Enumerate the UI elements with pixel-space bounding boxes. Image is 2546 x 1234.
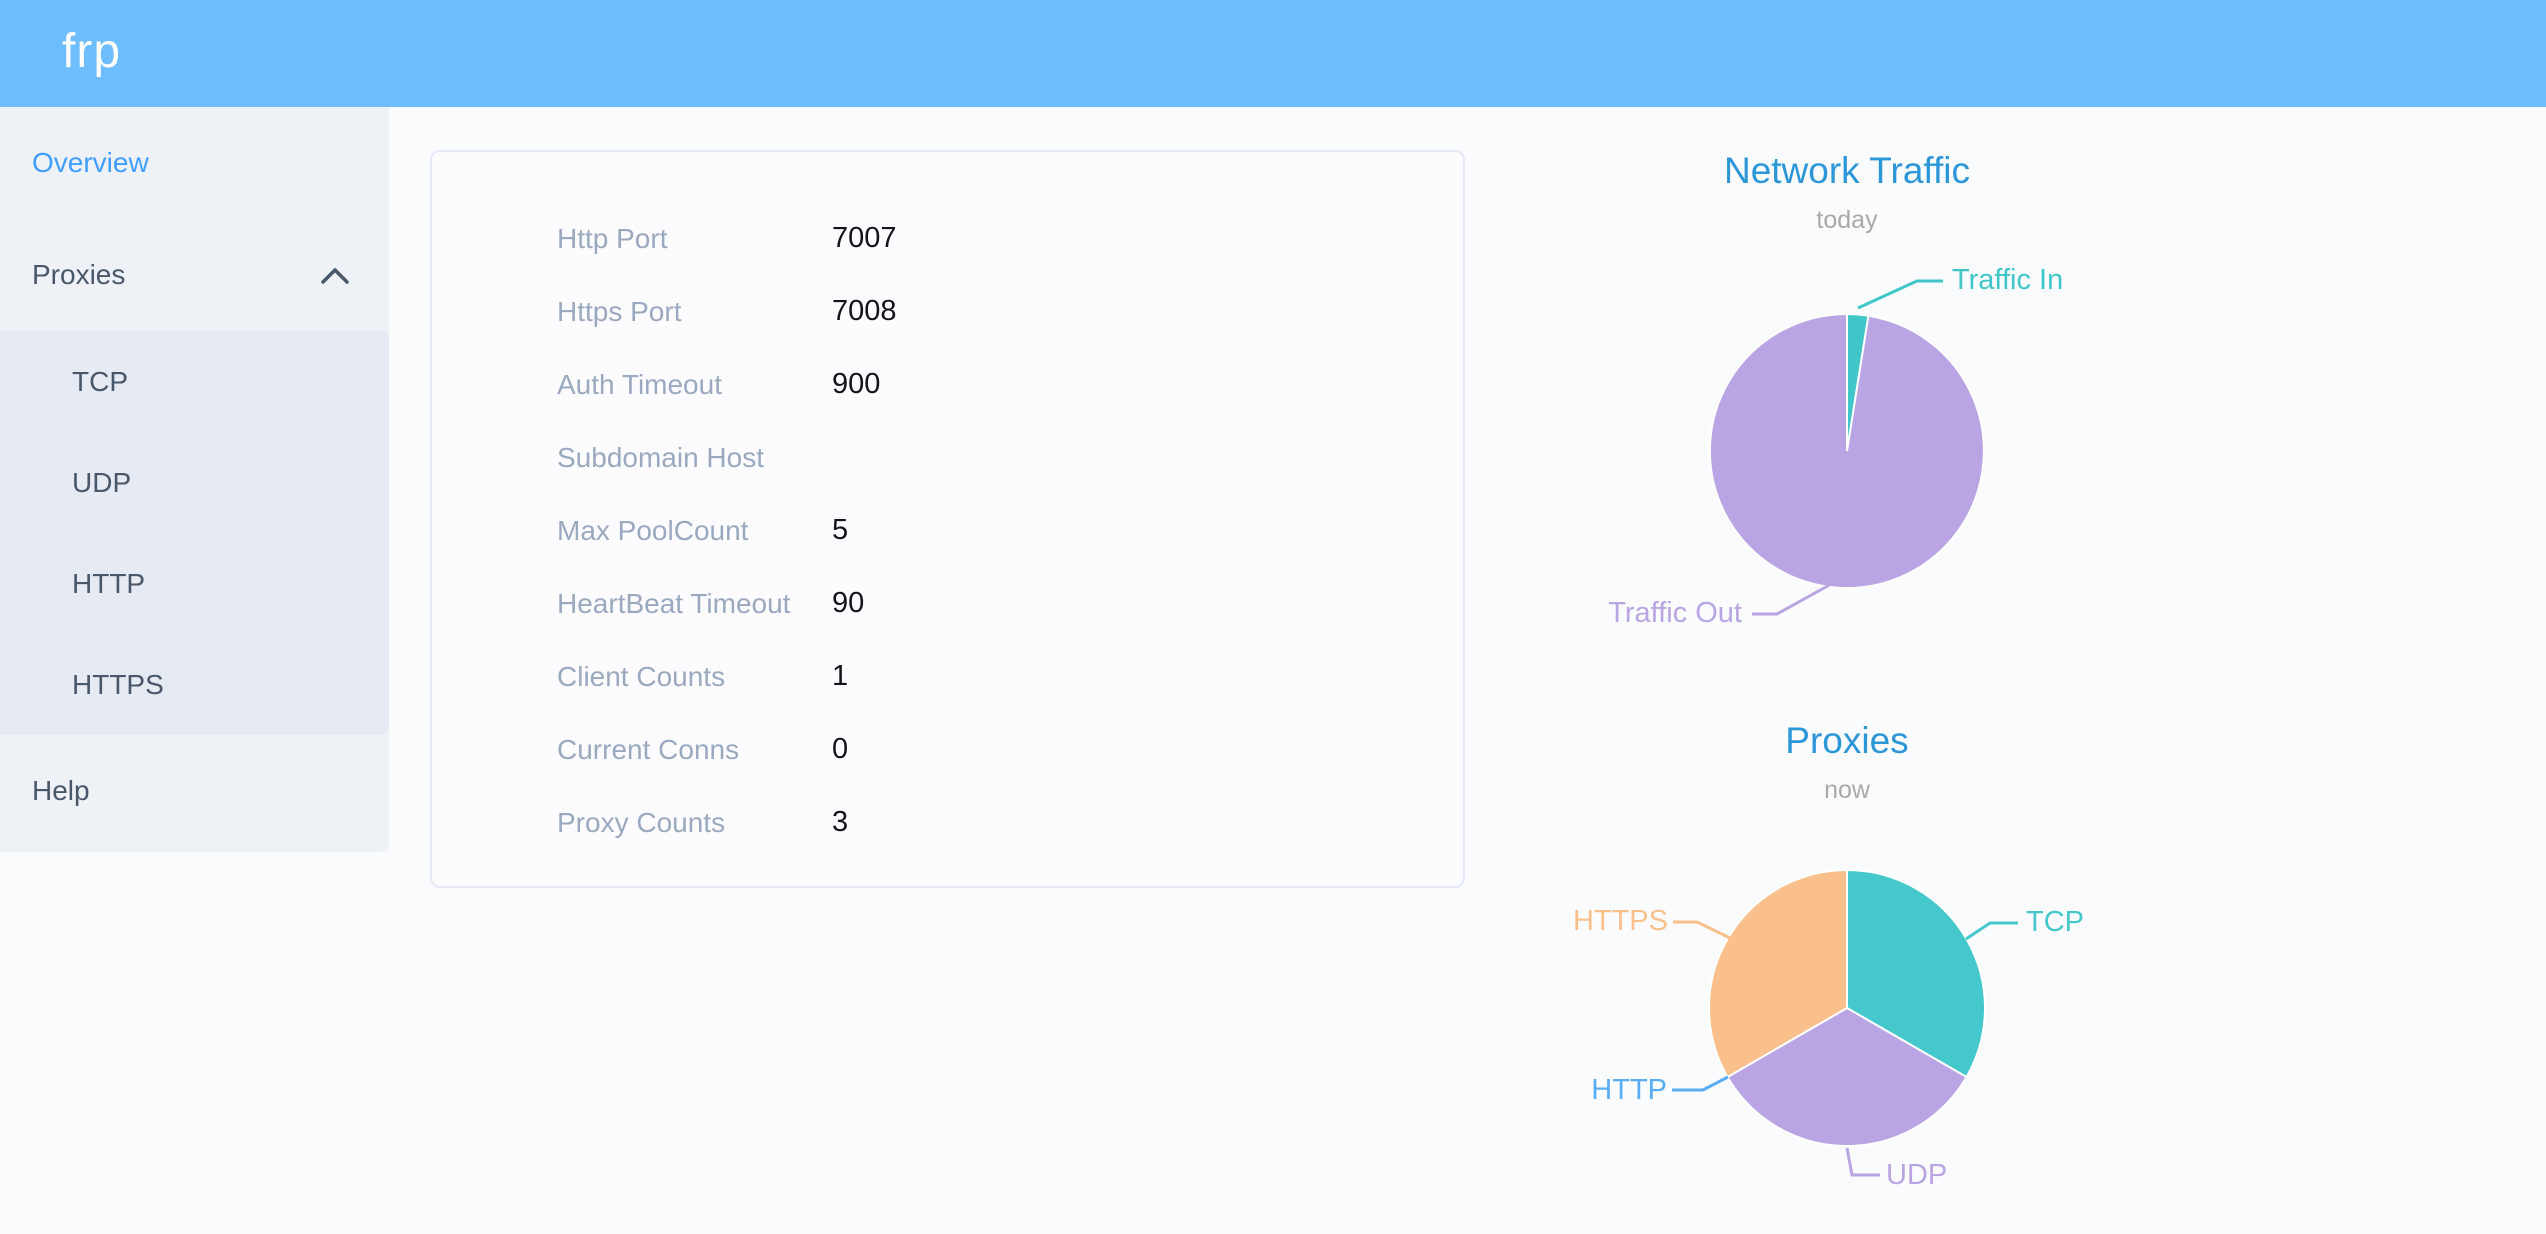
callout-line-https [1673,920,1731,940]
pie-label-udp: UDP [1886,1159,1948,1191]
field-value: 7008 [832,295,897,327]
sidebar-item-proxies[interactable]: Proxies [0,219,389,331]
pie-label-traffic-out: Traffic Out [1608,597,1742,629]
pie-label-https: HTTPS [1572,905,1668,937]
pie-label-http: HTTP [1591,1074,1667,1106]
field-value: 3 [832,806,849,838]
sidebar-item-label: HTTP [72,567,146,599]
field-row-http-port: Http Port 7007 [432,202,1463,275]
pie-label-tcp: TCP [2026,906,2084,938]
field-value: 0 [832,733,849,765]
field-label: Proxy Counts [557,806,726,838]
sidebar-item-label: Proxies [32,259,126,290]
app-header: frp [0,0,2546,107]
field-row-max-poolcount: Max PoolCount 5 [432,494,1463,567]
field-row-client-counts: Client Counts 1 [432,640,1463,713]
field-row-current-conns: Current Conns 0 [432,713,1463,786]
chart-subtitle-today: today [1816,206,1878,234]
chart-title-proxies: Proxies [1785,720,1909,761]
sidebar-submenu-proxies: TCP UDP HTTP HTTPS [0,331,389,735]
chart-title-network-traffic: Network Traffic [1723,150,1971,191]
chart-subtitle-now: now [1824,776,1870,804]
sidebar-item-tcp[interactable]: TCP [0,331,389,432]
pie-slice-https[interactable] [1708,868,1848,1079]
field-value: 5 [832,514,849,546]
callout-line-udp [1845,1147,1880,1177]
sidebar-item-label: Overview [32,147,149,178]
sidebar-item-udp[interactable]: UDP [0,432,389,533]
sidebar-item-label: UDP [72,466,132,498]
callout-line-tcp [1965,921,2018,941]
pie-slice-traffic-out[interactable] [1708,312,1985,589]
server-config-panel: Http Port 7007 Https Port 7008 Auth Time… [430,150,1465,888]
field-row-auth-timeout: Auth Timeout 900 [432,348,1463,421]
field-label: Auth Timeout [557,368,722,400]
field-value: 900 [832,368,881,400]
app-logo: frp [62,25,122,78]
field-value: 7007 [832,222,897,254]
sidebar-item-label: TCP [72,365,128,397]
field-label: Current Conns [557,733,740,765]
sidebar-item-label: Help [32,775,90,806]
sidebar: Overview Proxies TCP UDP HTTP HTTPS Help [0,107,389,852]
field-label: Client Counts [557,660,726,692]
sidebar-item-help[interactable]: Help [0,735,389,847]
pie-label-traffic-in: Traffic In [1952,264,2064,296]
field-label: HeartBeat Timeout [557,587,791,619]
field-label: Subdomain Host [557,441,765,473]
chevron-up-icon[interactable] [321,268,349,284]
sidebar-item-overview[interactable]: Overview [0,107,389,219]
field-label: Https Port [557,295,682,327]
field-label: Http Port [557,222,668,254]
field-row-https-port: Https Port 7008 [432,275,1463,348]
pie-slice-udp[interactable] [1726,1006,1968,1147]
callout-line-traffic-out [1752,581,1834,616]
field-value: 90 [832,587,865,619]
field-row-proxy-counts: Proxy Counts 3 [432,786,1463,859]
field-value: 1 [832,660,849,692]
sidebar-item-label: HTTPS [72,668,164,700]
field-label: Max PoolCount [557,514,749,546]
field-row-heartbeat-timeout: HeartBeat Timeout 90 [432,567,1463,640]
sidebar-item-http[interactable]: HTTP [0,533,389,634]
callout-line-http [1672,1075,1729,1092]
sidebar-item-https[interactable]: HTTPS [0,634,389,735]
field-row-subdomain-host: Subdomain Host [432,421,1463,494]
callout-line-traffic-in [1857,279,1943,310]
